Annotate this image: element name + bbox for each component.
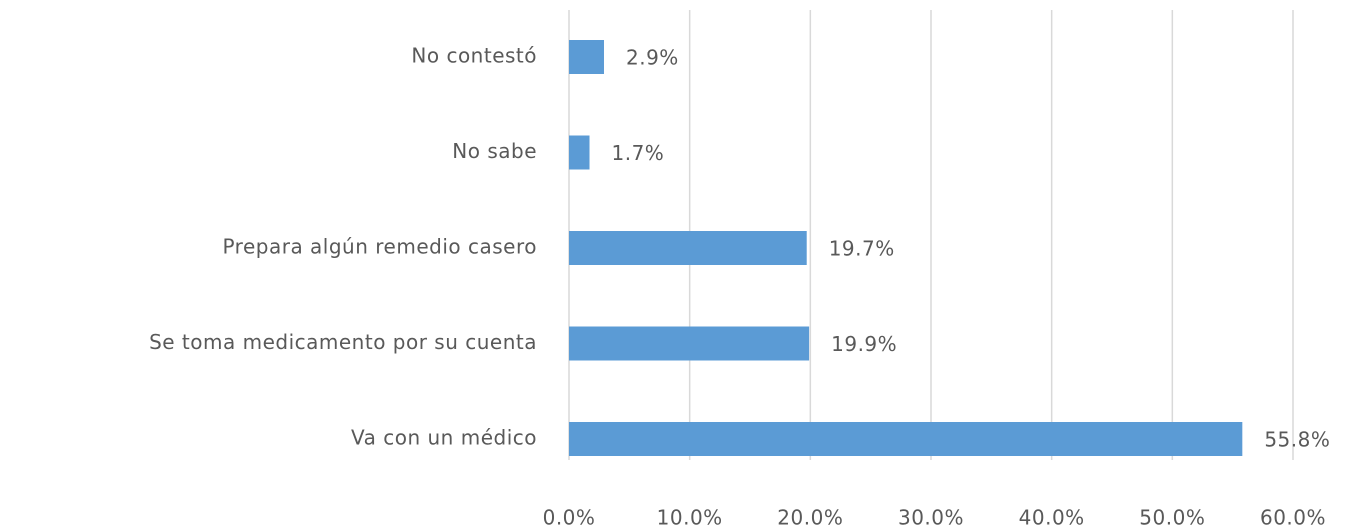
bar (569, 326, 810, 361)
y-tick-label: Prepara algún remedio casero (222, 235, 537, 259)
x-tick-label: 30.0% (898, 506, 964, 530)
x-tick-label: 50.0% (1139, 506, 1205, 530)
y-tick-label: Va con un médico (351, 426, 537, 450)
x-tick-label: 40.0% (1019, 506, 1085, 530)
y-tick-label: No sabe (452, 139, 537, 163)
value-label: 1.7% (612, 141, 665, 165)
value-label: 19.9% (831, 332, 897, 356)
y-tick-label: No contestó (411, 44, 537, 68)
x-tick-label: 0.0% (543, 506, 596, 530)
bar (569, 135, 590, 170)
y-tick-label: Se toma medicamento por su cuenta (149, 330, 537, 354)
x-tick-label: 60.0% (1260, 506, 1326, 530)
bar (569, 422, 1243, 456)
x-tick-label: 10.0% (657, 506, 723, 530)
value-label: 19.7% (829, 237, 895, 261)
x-tick-label: 20.0% (777, 506, 843, 530)
value-label: 55.8% (1264, 428, 1330, 452)
bar (569, 231, 807, 265)
value-label: 2.9% (626, 46, 679, 70)
bar (569, 40, 604, 74)
